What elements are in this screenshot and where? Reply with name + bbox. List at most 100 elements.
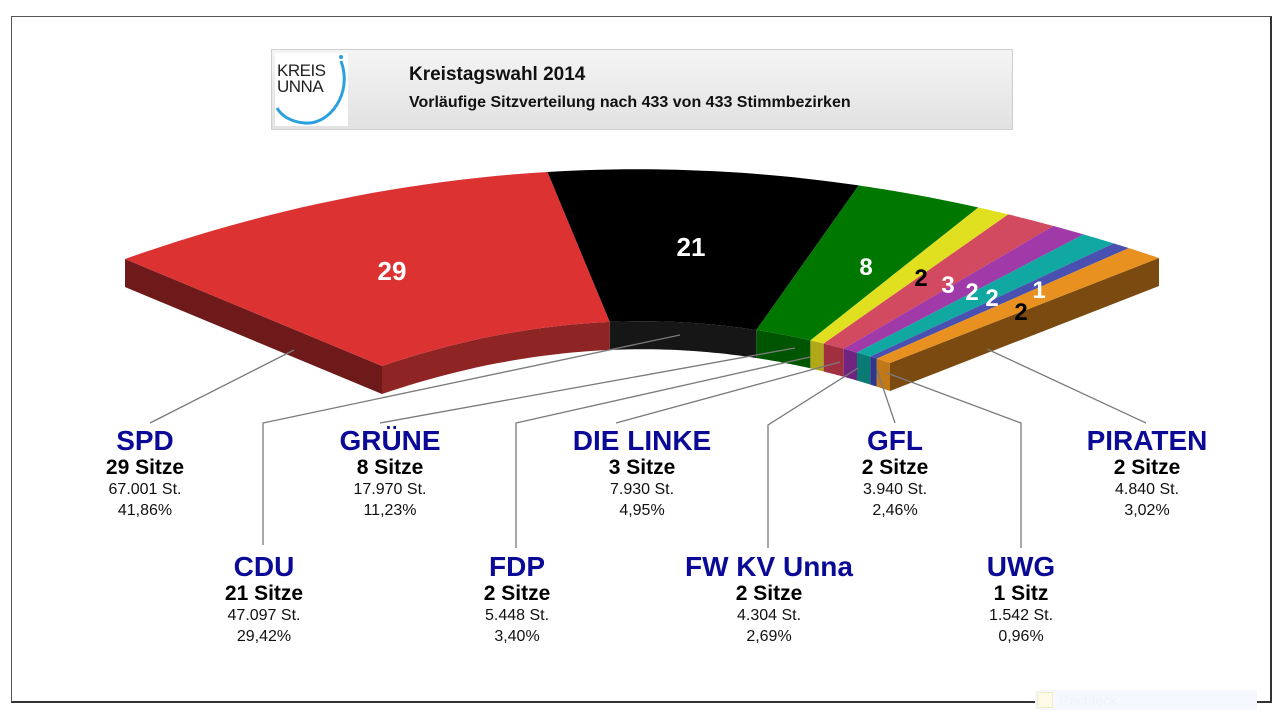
front-face-gr-ne — [756, 330, 811, 369]
party-name: SPD — [116, 425, 174, 456]
seat-count-label: 2 — [985, 285, 998, 312]
party-name: GFL — [867, 425, 923, 456]
party-name: CDU — [233, 551, 295, 582]
party-seats: 21 Sitze — [224, 582, 304, 605]
slice-cdu — [547, 169, 859, 330]
party-seats: 8 Sitze — [356, 456, 424, 479]
side-face-left-end — [125, 259, 382, 394]
party-name: GRÜNE — [339, 425, 441, 456]
leader-line-piraten — [986, 348, 1147, 424]
party-label-gr-ne: GRÜNE 8 Sitze 17.970 St. 11,23% — [280, 425, 500, 521]
party-label-cdu: CDU 21 Sitze 47.097 St. 29,42% — [154, 551, 374, 647]
leader-line-fdp — [515, 356, 811, 548]
party-votes: 7.930 St. — [609, 481, 675, 498]
seat-count-label: 1 — [1032, 277, 1045, 304]
party-votes: 17.970 St. — [353, 481, 427, 498]
party-votes: 1.542 St. — [988, 607, 1054, 624]
seat-count-label: 2 — [1014, 299, 1027, 326]
kreis-unna-logo: KREIS UNNA — [275, 53, 348, 126]
leader-line-uwg — [886, 372, 1022, 548]
chart-side-faces — [125, 258, 1159, 394]
chart-title: Kreistagswahl 2014 — [409, 64, 586, 85]
party-name: FDP — [489, 551, 545, 582]
party-name: FW KV Unna — [685, 551, 853, 582]
party-label-uwg: UWG 1 Sitz 1.542 St. 0,96% — [911, 551, 1131, 647]
slice-die-linke — [823, 214, 1054, 349]
party-votes: 5.448 St. — [484, 607, 550, 624]
party-seats: 29 Sitze — [105, 456, 185, 479]
party-seats: 2 Sitze — [483, 582, 551, 605]
leader-line-die-linke — [615, 361, 841, 424]
front-face-piraten — [876, 358, 890, 391]
party-votes: 47.097 St. — [227, 607, 301, 624]
chart-subtitle: Vorläufige Sitzverteilung nach 433 von 4… — [409, 94, 851, 111]
front-face-fdp — [810, 340, 824, 372]
front-face-uwg — [870, 356, 877, 387]
ghost-swatch — [1037, 692, 1053, 708]
chart-frame — [11, 16, 1272, 703]
party-label-spd: SPD 29 Sitze 67.001 St. 41,86% — [35, 425, 255, 521]
party-label-piraten: PIRATEN 2 Sitze 4.840 St. 3,02% — [1037, 425, 1257, 521]
chart-top-faces — [125, 169, 1159, 366]
party-label-fdp: FDP 2 Sitze 5.448 St. 3,40% — [407, 551, 627, 647]
party-seats: 3 Sitze — [608, 456, 676, 479]
slice-gr-ne — [756, 185, 979, 341]
party-percent: 29,42% — [236, 628, 292, 645]
seat-count-label: 2 — [914, 265, 927, 292]
leader-lines — [149, 334, 1147, 548]
party-percent: 3,40% — [494, 628, 540, 645]
party-percent: 11,23% — [363, 502, 417, 519]
logo-line-2: UNNA — [277, 77, 324, 96]
party-percent: 2,46% — [872, 502, 918, 519]
leader-line-gr-ne — [379, 347, 796, 424]
front-face-fw-kv-unna — [843, 348, 857, 381]
party-percent: 3,02% — [1124, 502, 1170, 519]
party-name: DIE LINKE — [572, 425, 712, 456]
seat-count-label: 2 — [965, 279, 978, 306]
party-label-gfl: GFL 2 Sitze 3.940 St. 2,46% — [785, 425, 1005, 521]
logo-line-1: KREIS — [277, 61, 326, 80]
party-percent: 4,95% — [619, 502, 665, 519]
logo-arc-icon — [275, 55, 346, 125]
chart-front-faces — [382, 321, 890, 394]
slice-fw-kv-unna — [843, 226, 1084, 353]
slice-piraten — [876, 248, 1159, 363]
slice-spd — [125, 172, 610, 366]
party-seats: 2 Sitze — [1113, 456, 1181, 479]
party-seats: 2 Sitze — [735, 582, 803, 605]
logo-text: KREIS UNNA — [277, 61, 326, 96]
leader-line-fw-kv-unna — [767, 367, 859, 548]
party-votes: 3.940 St. — [862, 481, 928, 498]
party-percent: 2,69% — [746, 628, 792, 645]
seat-count-label: 3 — [941, 272, 954, 299]
party-votes: 4.840 St. — [1114, 481, 1180, 498]
party-percent: 0,96% — [998, 628, 1044, 645]
chart-header: KREIS UNNA Kreistagswahl 2014 Vorläufige… — [271, 49, 1013, 130]
leader-line-gfl — [876, 369, 896, 424]
party-seats: 2 Sitze — [861, 456, 929, 479]
party-percent: 41,86% — [117, 502, 173, 519]
seat-count-label: 21 — [677, 232, 706, 262]
party-name: PIRATEN — [1086, 425, 1208, 456]
leader-line-cdu — [262, 334, 681, 545]
party-label-fw-kv-unna: FW KV Unna 2 Sitze 4.304 St. 2,69% — [659, 551, 879, 647]
seat-count-label: 29 — [378, 256, 407, 286]
ghost-text: Rechteck — [1059, 692, 1118, 708]
side-face-right-end — [890, 258, 1159, 391]
seat-count-label: 8 — [859, 254, 872, 281]
party-seats: 1 Sitz — [993, 582, 1049, 605]
leader-line-spd — [149, 349, 295, 424]
front-face-cdu — [609, 321, 757, 358]
slice-gfl — [857, 234, 1114, 357]
front-face-spd — [382, 321, 610, 394]
party-name: UWG — [986, 551, 1056, 582]
slice-uwg — [870, 243, 1129, 359]
party-votes: 4.304 St. — [736, 607, 802, 624]
front-face-die-linke — [823, 343, 844, 377]
front-face-gfl — [857, 352, 871, 385]
party-votes: 67.001 St. — [108, 481, 182, 498]
party-label-die-linke: DIE LINKE 3 Sitze 7.930 St. 4,95% — [532, 425, 752, 521]
ghost-shape-label: Rechteck — [1035, 690, 1257, 710]
